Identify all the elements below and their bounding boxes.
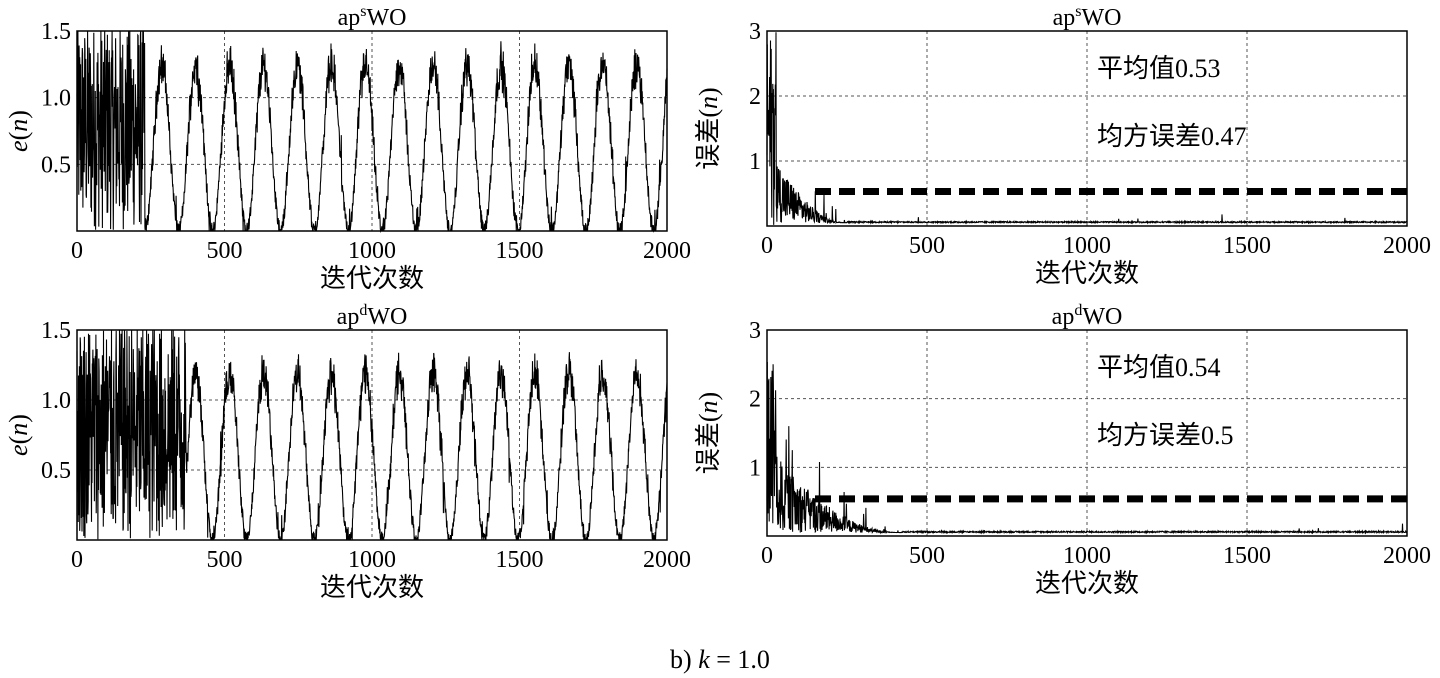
chart-annotation: 均方误差0.5	[1097, 421, 1234, 450]
x-tick-label: 1500	[496, 547, 544, 573]
x-axis-label: 迭代次数	[1035, 259, 1139, 288]
x-tick-label: 2000	[643, 547, 691, 573]
plot-frame	[766, 329, 1408, 537]
x-axis-label: 迭代次数	[1035, 569, 1139, 598]
x-tick-label: 500	[909, 543, 945, 569]
x-axis-label: 迭代次数	[320, 264, 424, 293]
caption-k-value: = 1.0	[716, 645, 770, 674]
x-tick-label: 1000	[1063, 543, 1111, 569]
y-tick-label: 2	[749, 84, 761, 110]
x-tick-label: 1000	[348, 547, 396, 573]
series-line	[76, 329, 668, 541]
x-tick-label: 0	[761, 233, 773, 259]
x-tick-label: 1000	[1063, 233, 1111, 259]
series-line	[766, 32, 1408, 225]
y-tick-label: 0.5	[41, 152, 71, 178]
y-axis-label: 误差(n)	[694, 392, 723, 474]
x-tick-label: 500	[909, 233, 945, 259]
chart-title: apsWO	[338, 3, 407, 31]
chart-d-mse: 0 500 1000 1500 2000 1 2 3 apdWO 迭代次数 误差(n) 平均值0.54…	[694, 302, 1431, 598]
y-tick-label: 3	[749, 318, 761, 344]
x-tick-label: 1000	[348, 238, 396, 264]
chart-annotation: 平均值0.54	[1097, 353, 1221, 382]
y-tick-label: 1.0	[41, 86, 71, 112]
x-tick-label: 0	[71, 547, 83, 573]
y-tick-label: 1.5	[41, 19, 71, 45]
x-tick-label: 1500	[496, 238, 544, 264]
plot-frame	[76, 30, 668, 232]
chart-title: apdWO	[337, 302, 408, 330]
y-tick-label: 1.0	[41, 388, 71, 414]
x-tick-label: 500	[207, 547, 243, 573]
x-tick-label: 0	[71, 238, 83, 264]
x-tick-label: 2000	[1383, 543, 1431, 569]
chart-s-mse: 0 500 1000 1500 2000 1 2 3 apsWO 迭代次数 误差(n) 平均值0.53…	[694, 3, 1431, 288]
chart-annotation: 平均值0.53	[1097, 54, 1221, 83]
x-axis-label: 迭代次数	[320, 573, 424, 602]
y-tick-label: 2	[749, 387, 761, 413]
chart-title: apsWO	[1053, 3, 1122, 31]
plot-frame	[766, 30, 1408, 227]
x-tick-label: 0	[761, 543, 773, 569]
chart-d-error: 0 500 1000 1500 2000 0.5 1.0 1.5 apdWO 迭代次数 e(n)	[4, 302, 691, 602]
x-tick-label: 2000	[1383, 233, 1431, 259]
series-line	[766, 361, 1408, 535]
series-line	[76, 30, 668, 234]
y-tick-label: 0.5	[41, 458, 71, 484]
plot-frame	[76, 329, 668, 541]
figure-caption: b) k = 1.0	[0, 645, 1440, 675]
y-tick-label: 1.5	[41, 318, 71, 344]
y-axis-label: e(n)	[4, 414, 33, 456]
x-tick-label: 2000	[643, 238, 691, 264]
x-tick-label: 500	[207, 238, 243, 264]
y-axis-label: e(n)	[4, 110, 33, 152]
caption-label: b)	[670, 645, 692, 674]
y-axis-label: 误差(n)	[694, 87, 723, 169]
x-tick-label: 1500	[1223, 233, 1271, 259]
chart-s-error: 0 500 1000 1500 2000 0.5 1.0 1.5 apsWO 迭代次数 e(n)	[4, 3, 691, 293]
y-tick-label: 1	[749, 455, 761, 481]
chart-title: apdWO	[1052, 302, 1123, 330]
chart-annotation: 均方误差0.47	[1097, 122, 1247, 151]
y-tick-label: 3	[749, 19, 761, 45]
y-tick-label: 1	[749, 149, 761, 175]
caption-k-symbol: k	[698, 645, 710, 674]
x-tick-label: 1500	[1223, 543, 1271, 569]
